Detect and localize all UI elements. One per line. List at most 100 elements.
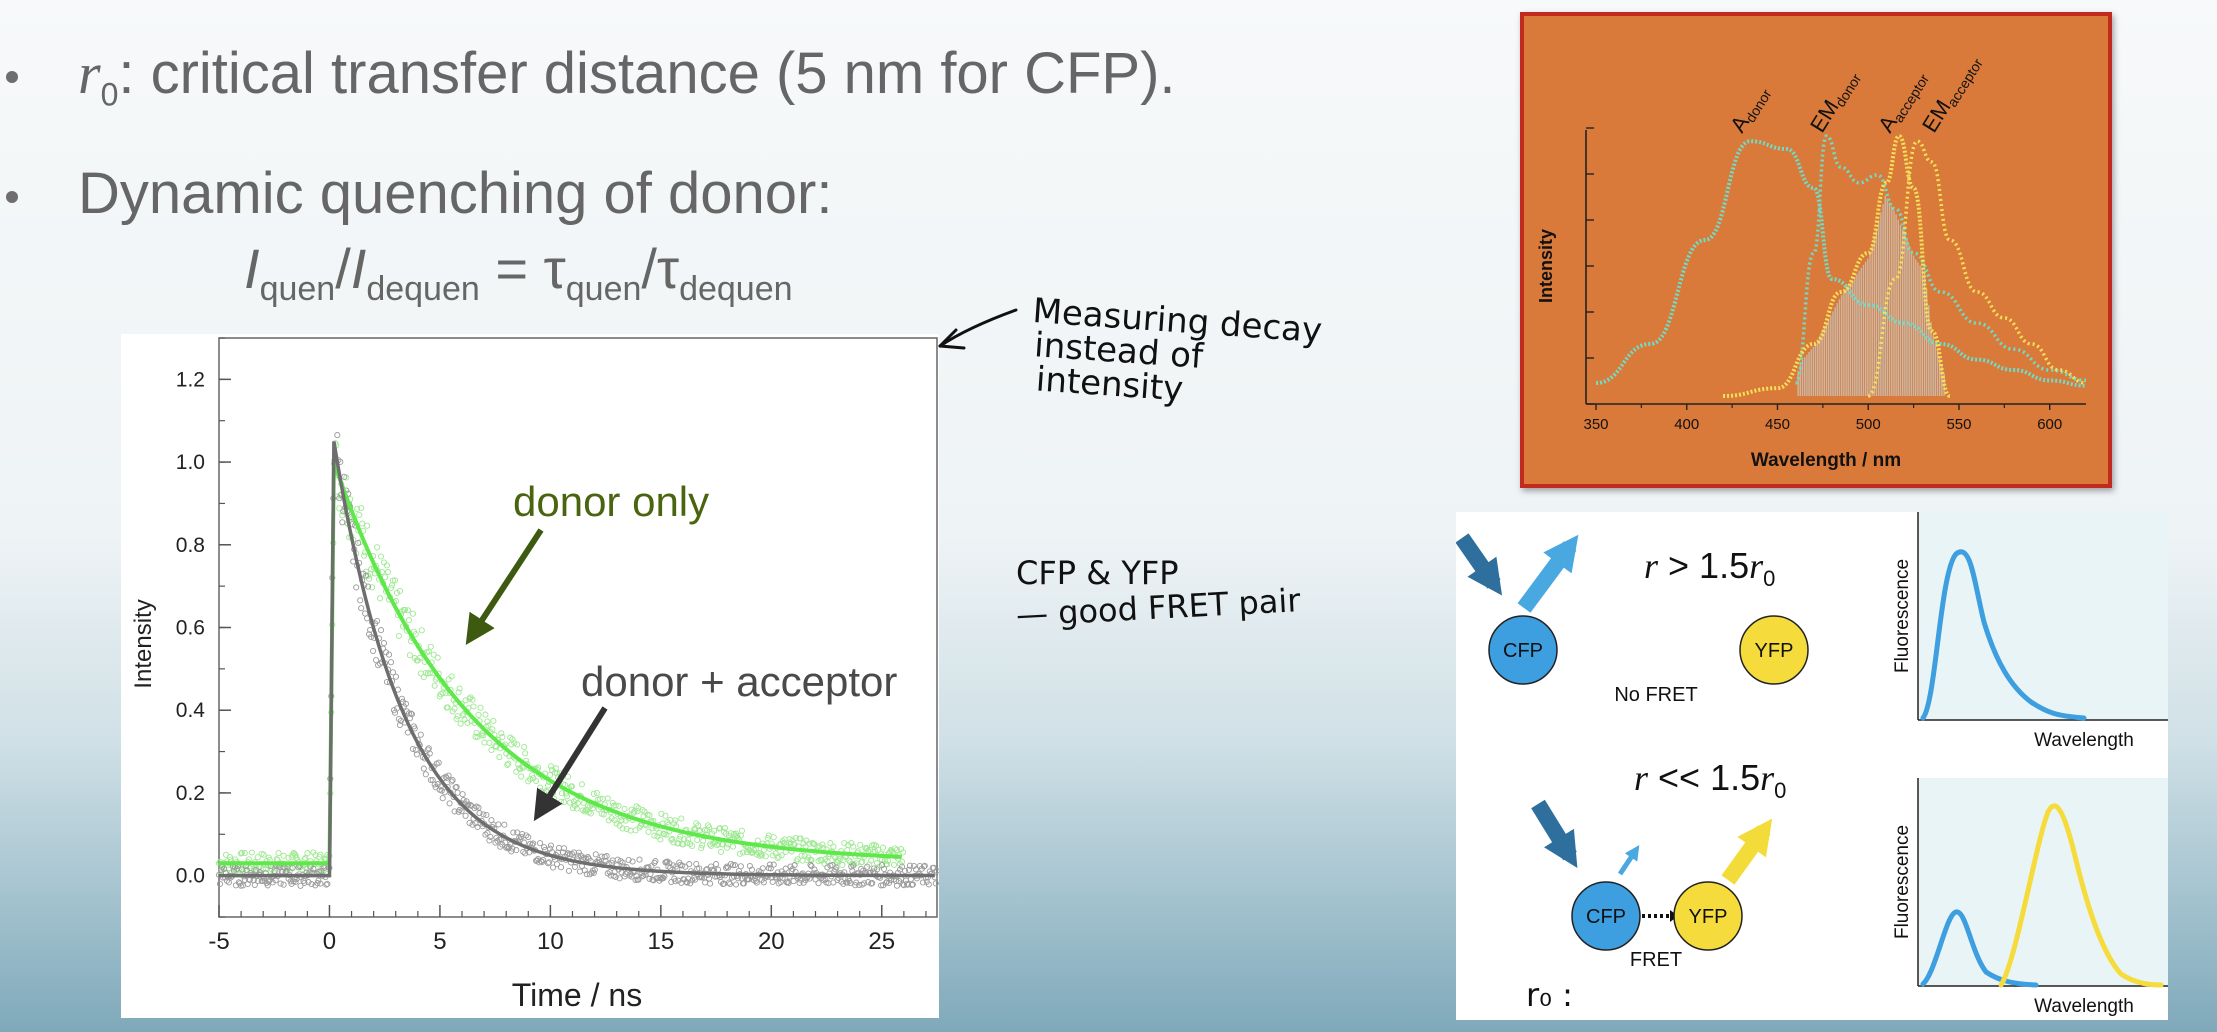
decay-scatter-point [721,825,729,832]
decay-scatter-point [418,627,425,634]
decay-scatter-point [445,676,452,683]
spectral-overlap-bar [1928,305,1930,396]
decay-scatter-point [474,733,481,740]
spectral-overlap-bar [1827,319,1830,396]
decay-scatter-point [353,584,360,591]
spectral-overlap-bar [1904,235,1906,396]
decay-scatter-point [492,742,499,750]
yfp-molecule-top: YFP [1739,615,1809,685]
decay-scatter-point [808,863,815,870]
decay-scatter-point [663,831,670,838]
decay-scatter-point [359,520,366,527]
decay-scatter-point [305,879,312,886]
decay-scatter-point [897,846,905,853]
decay-y-tick-label: 0.4 [176,699,206,722]
decay-scatter-point [384,568,392,576]
decay-scatter-point [442,690,449,697]
decay-scatter-point [357,597,364,604]
decay-scatter-point [525,834,532,841]
decay-scatter-point [398,695,405,702]
decay-scatter-point [280,852,287,859]
decay-scatter-point [377,627,385,634]
decay-scatter-point [226,853,233,861]
decay-y-tick-label: 0.2 [176,782,205,805]
decay-scatter-point [448,778,455,785]
decay-scatter-point [738,827,745,834]
decay-scatter-point [334,432,341,439]
spectral-overlap-bar [1865,261,1867,396]
decay-scatter-point [679,862,686,869]
decay-scatter-point [882,857,889,864]
decay-scatter-point [486,739,493,746]
decay-scatter-point [893,846,901,853]
decay-scatter-point [799,857,806,864]
decay-scatter-point [657,836,664,843]
spectral-overlap-bar [1934,343,1936,396]
eq-equals: = [479,237,544,300]
decay-scatter-point [392,673,400,680]
mini-plot-top-xlabel: Wavelength [2034,730,2134,751]
decay-scatter-point [740,880,747,887]
decay-scatter-point [909,881,916,888]
decay-scatter-point [444,704,451,711]
decay-scatter-point [383,562,391,569]
decay-scatter-point [724,864,732,871]
decay-scatter-point [283,867,290,875]
spectral-overlap-bar [1899,224,1902,396]
decay-scatter-point [587,810,594,817]
decay-x-tick-labels: -5 0 5 10 15 20 25 [208,928,895,955]
decay-scatter-point [729,843,737,850]
decay-scatter-point [707,841,714,848]
decay-scatter-point [553,861,561,868]
decay-scatter-point [649,876,656,883]
emission-arrow-top [1517,534,1579,613]
decay-scatter-point [459,791,466,798]
decay-x-tick-label: 25 [868,928,895,955]
decay-scatter-point [764,835,771,842]
decay-scatter-point [639,806,646,814]
spectral-overlap-bar [1817,339,1819,396]
decay-scatter-point [304,850,311,857]
decay-scatter-point [486,837,493,844]
decay-scatter-point [521,743,528,751]
spectral-overlap-bar [1906,240,1908,396]
decay-scatter-point [693,820,700,827]
decay-scatter-point [560,845,568,852]
mini-plot-bottom-cfp-curve [1920,909,2039,988]
decay-scatter-point [469,696,476,703]
decay-scatter-point [775,853,782,860]
decay-scatter-point [791,862,798,869]
decay-scatter-point [389,577,397,584]
decay-scatter-point [537,840,544,847]
decay-x-tick-label: 5 [433,928,446,955]
decay-scatter-point [430,651,437,658]
decay-scatter-point [574,799,581,807]
decay-scatter-point [723,844,731,851]
decay-scatter-point [725,879,733,886]
spectral-overlap-bar [1895,214,1897,396]
decay-scatter-point [223,877,231,884]
decay-scatter-point [573,805,580,812]
decay-scatter-point [752,877,759,885]
yfp-label-bottom: YFP [1689,906,1728,928]
decay-scatter-point [260,851,267,858]
decay-scatter-point [505,760,512,767]
spectral-overlap-bar [1832,311,1834,396]
excitation-arrow-bottom [1531,799,1578,868]
spectrum-chart-panel: 350 400 450 500 550 600 Wavelength / nm Inten… [1520,12,2112,488]
decay-scatter-point [566,851,573,858]
decay-scatter-point [584,854,591,861]
decay-y-tick-label: 1.0 [176,451,205,474]
spectral-overlap-bar [1799,362,1801,396]
decay-scatter-point [711,827,718,834]
decay-scatter-point [269,879,276,886]
decay-scatter-point [720,828,728,835]
eq-slash2: / [641,237,657,300]
decay-scatter-point [553,770,561,777]
decay-scatter-point [612,873,619,881]
decay-scatter-point [578,781,585,788]
decay-scatter-point [324,880,331,887]
decay-scatter-point [672,817,679,824]
decay-scatter-point [412,631,419,638]
eq-t2: τ [656,237,680,300]
